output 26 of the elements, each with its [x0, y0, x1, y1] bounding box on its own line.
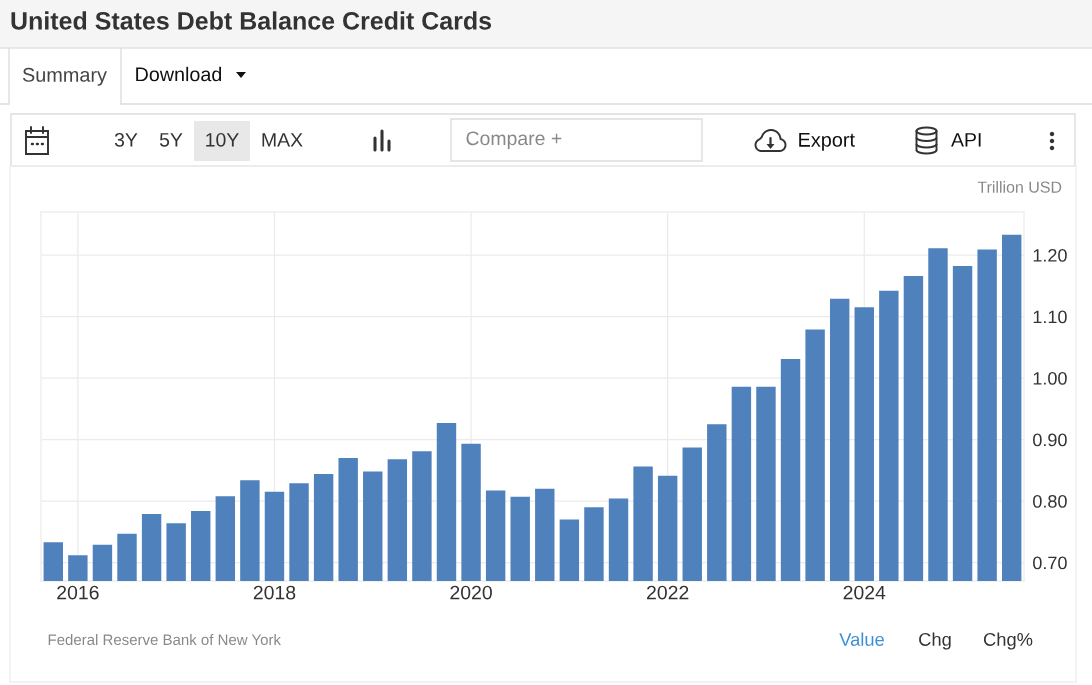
text: Summary	[22, 67, 107, 86]
text: Compare +	[466, 131, 562, 150]
text: API	[951, 133, 981, 147]
y-axis-title: Trillion USD	[977, 181, 1062, 193]
text: 5Y	[159, 133, 183, 147]
text: Federal Reserve Bank of New York	[48, 634, 281, 646]
x-tick-label: 2018	[253, 585, 296, 600]
y-tick-label: 1.00	[1033, 371, 1067, 385]
y-tick-label: 0.80	[1033, 494, 1067, 508]
y-tick-label: 1.20	[1033, 248, 1067, 262]
y-tick-label: 0.90	[1033, 433, 1067, 447]
text: Download	[136, 66, 222, 82]
x-tick-label: 2024	[843, 585, 886, 600]
text: Export	[799, 132, 855, 151]
text: Chg%	[983, 632, 1033, 650]
y-tick-label: 1.10	[1033, 310, 1067, 324]
x-tick-label: 2020	[450, 585, 492, 600]
text: Value	[839, 632, 884, 646]
y-tick-label: 0.70	[1033, 556, 1067, 570]
text: 10Y	[206, 132, 239, 147]
x-tick-label: 2022	[647, 585, 689, 600]
text: 3Y	[114, 132, 138, 147]
x-tick-label: 2016	[57, 585, 99, 600]
chart-title: United States Debt Balance Credit Cards	[11, 11, 492, 30]
text: MAX	[262, 133, 303, 147]
text: Chg	[919, 632, 951, 650]
